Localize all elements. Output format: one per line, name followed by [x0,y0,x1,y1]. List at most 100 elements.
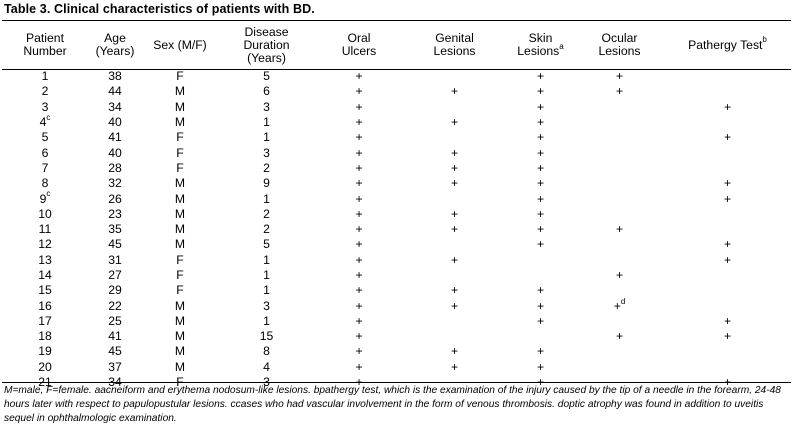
table-row: 17 25 M 1 + + + [2,314,791,329]
age-cell: 34 [108,375,122,390]
sex-cell: F [176,283,184,298]
sex-cell: F [176,145,184,160]
table-row: 13 31 F 1 + + + [2,253,791,268]
duration-cell: 15 [259,329,274,344]
sex-cell: M [174,359,186,374]
oral-ulcers-cell: + [355,130,363,145]
sex-cell: F [176,130,184,145]
duration-cell: 2 [263,160,270,175]
age-cell: 37 [108,359,122,374]
age-cell: 45 [108,344,122,359]
pathergy-test-cell [664,207,791,222]
duration-cell: 3 [263,145,270,160]
genital-lesions-cell [403,100,506,115]
pathergy-test-cell [664,298,791,313]
table-row: 8 32 M 9 + + + + [2,176,791,191]
table-row: 14 27 F 1 + + [2,268,791,283]
sex-cell: F [176,268,184,282]
skin-lesions-cell: + [536,283,545,298]
superscript-note: d [620,296,626,306]
ocular-lesions-cell: + [615,69,624,84]
table-row: 20 37 M 4 + + + [2,360,791,375]
patient-number-cell: 20 [38,359,52,374]
table-row: 15 29 F 1 + + + [2,283,791,298]
patient-number-cell: 10 [38,206,52,221]
ocular-lesions-cell [575,191,664,206]
col-header-skin: Skin Lesionsa [517,31,564,58]
sex-cell: M [174,206,186,221]
patient-number-cell: 17 [38,313,52,328]
patient-number-cell: 14 [38,268,52,282]
skin-lesions-cell: + [536,313,545,328]
genital-lesions-cell: + [450,206,459,221]
ocular-lesions-cell [575,253,664,268]
duration-cell: 1 [263,130,270,145]
age-cell: 38 [108,69,122,84]
duration-cell: 3 [263,99,270,114]
oral-ulcers-cell: + [355,206,363,221]
oral-ulcers-cell: + [355,313,363,328]
col-header-oral: Oral Ulcers [341,31,377,58]
patient-number-cell: 9c [39,189,51,206]
age-cell: 44 [108,84,122,99]
age-cell: 45 [108,237,122,252]
ocular-lesions-cell [575,344,664,359]
bottom-rule [2,382,791,383]
genital-lesions-cell: + [450,160,459,175]
age-cell: 35 [108,222,122,237]
oral-ulcers-cell: + [355,359,363,374]
ocular-lesions-cell [575,145,664,160]
table-row: 11 35 M 2 + + + + [2,222,791,237]
oral-ulcers-cell: + [355,237,363,252]
sex-cell: M [174,176,186,191]
duration-cell: 2 [263,222,270,237]
skin-lesions-cell [506,253,575,268]
genital-lesions-cell: + [450,252,459,267]
sex-cell: F [176,375,184,390]
duration-cell: 5 [263,69,270,84]
duration-cell: 1 [263,268,270,282]
oral-ulcers-cell: + [355,115,363,130]
ocular-lesions-cell [575,130,664,145]
genital-lesions-cell: + [450,176,459,191]
oral-ulcers-cell: + [355,69,363,84]
pathergy-test-cell [664,161,791,176]
oral-ulcers-cell: + [355,375,363,390]
skin-lesions-cell: + [536,115,545,130]
age-cell: 40 [108,145,122,160]
patient-number-cell: 19 [38,344,52,359]
pathergy-test-cell [664,145,791,160]
oral-ulcers-cell: + [355,344,363,359]
ocular-lesions-cell [575,237,664,252]
sex-cell: F [176,252,184,267]
sex-cell: M [174,344,186,359]
patient-number-cell: 2 [41,84,49,99]
duration-cell: 1 [263,283,270,298]
pathergy-test-cell: + [723,191,732,206]
sex-cell: M [174,313,186,328]
genital-lesions-cell [403,314,506,329]
oral-ulcers-cell: + [355,268,363,282]
ocular-lesions-cell: +d [613,296,626,313]
patient-number-cell: 7 [41,160,49,175]
oral-ulcers-cell: + [355,329,363,344]
genital-lesions-cell: + [450,359,459,374]
skin-lesions-cell: + [536,84,545,99]
ocular-lesions-cell: + [615,268,624,282]
pathergy-test-cell: + [723,313,732,328]
col-header-sex: Sex (M/F) [153,37,207,52]
patient-number-cell: 6 [41,145,49,160]
age-cell: 34 [108,99,122,114]
pathergy-test-cell [664,115,791,130]
ocular-lesions-cell [575,176,664,191]
oral-ulcers-cell: + [355,298,363,313]
pathergy-test-cell: + [723,99,732,114]
age-cell: 32 [108,176,122,191]
skin-lesions-cell: + [536,176,545,191]
duration-cell: 1 [263,313,270,328]
duration-cell: 4 [263,359,270,374]
age-cell: 29 [108,283,122,298]
genital-lesions-cell: + [450,115,459,130]
table-row: 18 41 M 15 + + + [2,329,791,344]
ocular-lesions-cell [575,283,664,298]
